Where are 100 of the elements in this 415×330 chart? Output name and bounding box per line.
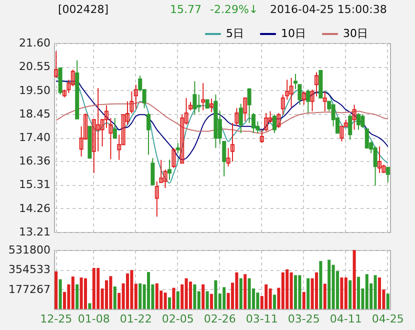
y-tick-label: 354533 — [8, 263, 50, 276]
y-tick-label: 177267 — [8, 282, 50, 296]
bar — [386, 294, 390, 309]
bar — [244, 274, 247, 309]
bar — [109, 276, 112, 309]
candlestick — [302, 90, 306, 106]
candlestick — [322, 90, 327, 112]
bar — [71, 276, 74, 309]
bar — [264, 284, 268, 309]
candlestick — [352, 104, 356, 130]
legend-label: 5日 — [226, 27, 244, 40]
bar — [96, 268, 100, 309]
y-tick-label: 21.60 — [19, 36, 50, 50]
bar — [105, 280, 108, 309]
candlestick — [176, 142, 180, 154]
bar — [58, 279, 62, 309]
candlestick — [289, 77, 294, 108]
bar — [206, 291, 209, 309]
legend-label: 30日 — [343, 27, 368, 40]
bar — [189, 282, 192, 309]
bar — [256, 292, 260, 309]
bar — [319, 261, 322, 309]
candlestick — [134, 84, 138, 110]
bar — [315, 272, 318, 309]
candlestick — [163, 169, 168, 189]
bar — [88, 303, 92, 309]
bar — [222, 287, 226, 309]
bar — [113, 286, 116, 309]
y-tick-label: 15.31 — [19, 178, 50, 192]
candlestick — [172, 147, 176, 169]
candlestick — [154, 181, 159, 218]
bar — [294, 275, 297, 309]
y-tick-label: 20.55 — [19, 60, 50, 74]
bar — [202, 284, 205, 309]
bar — [306, 278, 310, 309]
bar — [184, 278, 188, 309]
bar — [92, 268, 96, 309]
bar — [290, 272, 293, 309]
bar — [210, 294, 213, 309]
candlestick — [201, 82, 206, 111]
bar — [298, 275, 302, 309]
bar — [340, 277, 344, 309]
candlestick — [192, 80, 197, 116]
candlestick — [54, 50, 58, 78]
y-tick-label: 18.45 — [19, 107, 50, 120]
y-tick-label: 531800 — [8, 244, 50, 256]
bar — [273, 294, 276, 309]
bar — [176, 291, 180, 309]
bar — [323, 284, 326, 309]
bar — [302, 292, 306, 309]
candlestick — [373, 146, 378, 186]
x-tick-label: 03-25 — [288, 312, 320, 326]
text: 2016-04-25 15:00:38 — [270, 3, 387, 16]
bar — [147, 272, 150, 309]
candlestick — [210, 98, 214, 113]
y-tick-label: 13.21 — [19, 226, 50, 238]
bar — [268, 288, 272, 309]
bar — [172, 288, 176, 309]
candlestick — [150, 158, 155, 186]
bar — [357, 276, 360, 309]
candlestick — [180, 114, 184, 164]
bar — [328, 260, 331, 309]
bar — [378, 277, 381, 309]
bar — [348, 280, 352, 309]
candlestick — [112, 118, 117, 139]
candlestick — [386, 166, 390, 183]
bar — [374, 275, 377, 309]
candlestick — [146, 112, 150, 156]
candlestick — [238, 103, 243, 134]
x-tick-label: 03-11 — [246, 312, 278, 326]
bar — [344, 277, 348, 309]
text: -2.29%↓ — [210, 3, 258, 16]
candlestick — [276, 112, 281, 128]
candlestick — [360, 114, 365, 128]
candlestick — [356, 112, 360, 130]
bar — [138, 283, 142, 309]
bar — [235, 272, 238, 309]
bar — [286, 269, 289, 309]
candlestick — [378, 146, 382, 174]
y-tick-label: 19.50 — [19, 84, 50, 97]
bar — [54, 271, 58, 309]
bar — [168, 297, 171, 309]
bar — [84, 278, 87, 309]
x-tick-label: 02-26 — [204, 312, 236, 326]
candlestick — [70, 69, 75, 87]
x-tick-label: 01-08 — [78, 312, 110, 326]
bar — [352, 250, 356, 309]
bar — [126, 273, 129, 309]
candlestick — [348, 114, 352, 140]
x-tick-label: 04-11 — [330, 312, 362, 326]
x-tick-label: 01-22 — [120, 312, 152, 326]
x-tick-label: 02-05 — [162, 312, 194, 326]
y-tick-label: 14.26 — [19, 202, 50, 215]
candlestick — [306, 89, 310, 114]
bar — [281, 272, 284, 309]
bar — [193, 284, 196, 309]
bar — [365, 274, 368, 309]
candlestick — [243, 97, 248, 122]
text: 15.77 — [170, 3, 202, 16]
legend-label: 10日 — [281, 27, 306, 40]
